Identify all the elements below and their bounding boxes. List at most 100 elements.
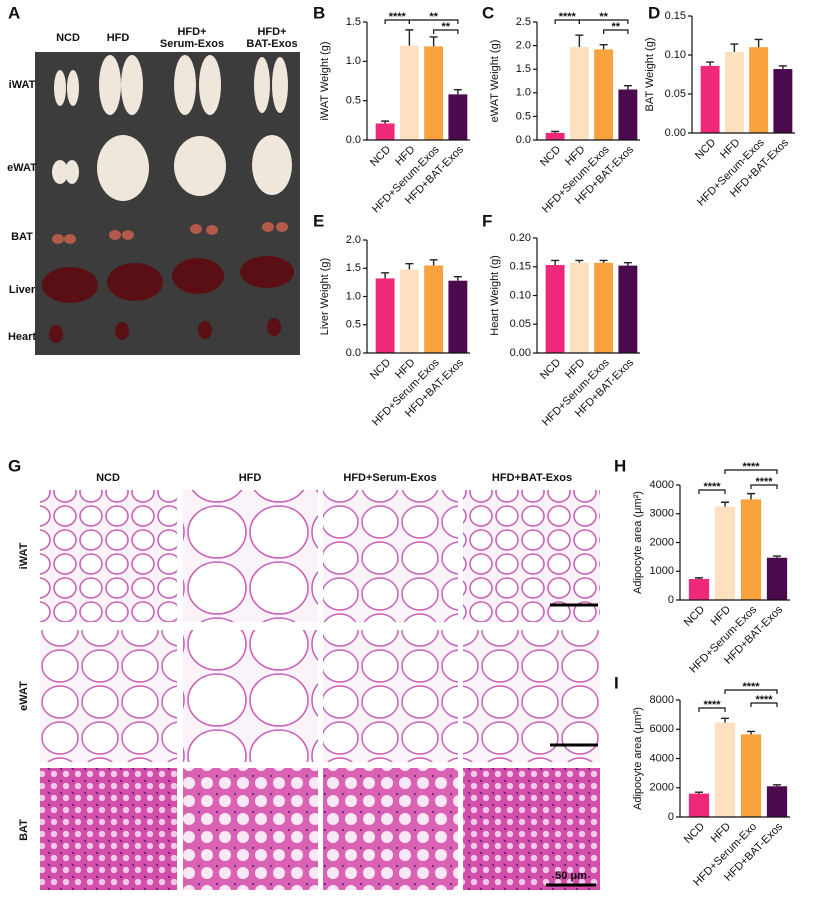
y-tick-label: 8000 [650, 694, 674, 706]
panel-letter: H [614, 456, 626, 475]
error-bar [754, 38, 763, 48]
y-tick-label: 0.5 [346, 95, 361, 107]
significance-label: ** [611, 21, 620, 33]
bat-photos [52, 222, 288, 244]
bar [688, 579, 710, 600]
y-tick-label: 2.5 [516, 16, 531, 28]
panel-letter: D [648, 3, 660, 22]
y-tick-label: 0.00 [510, 347, 531, 359]
y-tick-label: 0.05 [665, 88, 686, 100]
panel-letter: B [313, 3, 325, 22]
y-tick-label: 0 [668, 594, 674, 606]
panel-letter: G [8, 456, 21, 475]
row-label: BAT [18, 819, 30, 841]
column-header: HFD+Serum-Exos [343, 472, 436, 484]
y-tick-label: 2000 [650, 536, 674, 548]
row-label: iWAT [9, 79, 36, 91]
column-header: HFD [239, 472, 262, 484]
y-tick-label: 1.5 [346, 16, 361, 28]
bar [766, 786, 788, 817]
error-bar [773, 784, 781, 787]
liver-heart-photos [42, 256, 294, 343]
bar [618, 265, 638, 353]
bar [724, 51, 744, 133]
bar [700, 65, 720, 133]
y-tick-label: 0.15 [510, 261, 531, 273]
y-tick-label: 0.15 [665, 10, 686, 22]
row-label: eWAT [7, 162, 37, 174]
y-tick-label: 0 [668, 811, 674, 823]
bar [448, 94, 468, 140]
y-tick-label: 1.5 [516, 63, 531, 75]
significance-bracket [724, 689, 778, 694]
error-bar [599, 43, 608, 50]
column-header: HFD+ [177, 26, 206, 38]
y-axis-label: Adipocyte area (μm²) [632, 707, 644, 810]
significance-bracket [603, 29, 629, 34]
bar [545, 265, 565, 353]
row-label: eWAT [18, 681, 30, 711]
y-tick-label: 3000 [650, 508, 674, 520]
y-axis-label: eWAT Weight (g) [489, 40, 501, 123]
error-bar [778, 65, 787, 70]
scale-bar-label: 50 μm [555, 870, 587, 882]
panel-letter: A [8, 3, 20, 22]
error-bar [405, 263, 414, 270]
error-bar [453, 276, 462, 281]
y-axis-label: BAT Weight (g) [644, 38, 656, 112]
error-bar [453, 88, 462, 95]
significance-label: **** [755, 476, 773, 488]
y-tick-label: 1.5 [346, 262, 361, 274]
significance-label: **** [703, 699, 721, 711]
significance-bracket [698, 707, 726, 712]
error-bar [773, 555, 781, 558]
y-tick-label: 2000 [650, 782, 674, 794]
y-tick-label: 0.10 [665, 49, 686, 61]
error-bar [721, 717, 729, 723]
y-axis-label: Adipocyte area (μm²) [632, 491, 644, 594]
y-tick-label: 0.5 [346, 319, 361, 331]
error-bar [730, 43, 739, 52]
error-bar [747, 492, 755, 500]
bar [714, 722, 736, 817]
bar [569, 47, 589, 140]
bar [740, 499, 762, 600]
significance-bracket [408, 19, 459, 24]
significance-bracket [750, 484, 778, 489]
column-header: HFD+ [257, 26, 286, 38]
error-bar [575, 259, 584, 263]
error-bar [381, 120, 390, 124]
axes [536, 238, 640, 354]
error-bar [706, 61, 715, 66]
error-bar [747, 730, 755, 735]
axes [679, 700, 790, 818]
significance-label: **** [389, 11, 407, 23]
panel-letter: F [482, 211, 492, 230]
error-bar [381, 272, 390, 279]
y-tick-label: 0.10 [510, 289, 531, 301]
y-tick-label: 0.0 [516, 134, 531, 146]
error-bar [405, 29, 414, 46]
axes [679, 485, 790, 601]
bar [399, 45, 419, 140]
bar [424, 46, 444, 140]
y-axis-label: Heart Weight (g) [489, 255, 501, 336]
x-tick-label: NCD [682, 821, 707, 846]
error-bar [429, 36, 438, 47]
bar [714, 506, 736, 600]
significance-label: ** [599, 11, 608, 23]
significance-label: **** [742, 461, 760, 473]
x-tick-label: NCD [682, 604, 707, 629]
y-tick-label: 1.0 [516, 87, 531, 99]
panel-letter: E [313, 211, 324, 230]
row-label: BAT [11, 231, 33, 243]
error-bar [551, 130, 560, 133]
axes [366, 240, 470, 354]
significance-label: **** [559, 11, 577, 23]
error-bar [551, 259, 560, 266]
bar [618, 89, 638, 140]
significance-bracket [698, 489, 726, 494]
bar [594, 49, 614, 140]
significance-bracket [578, 19, 629, 24]
